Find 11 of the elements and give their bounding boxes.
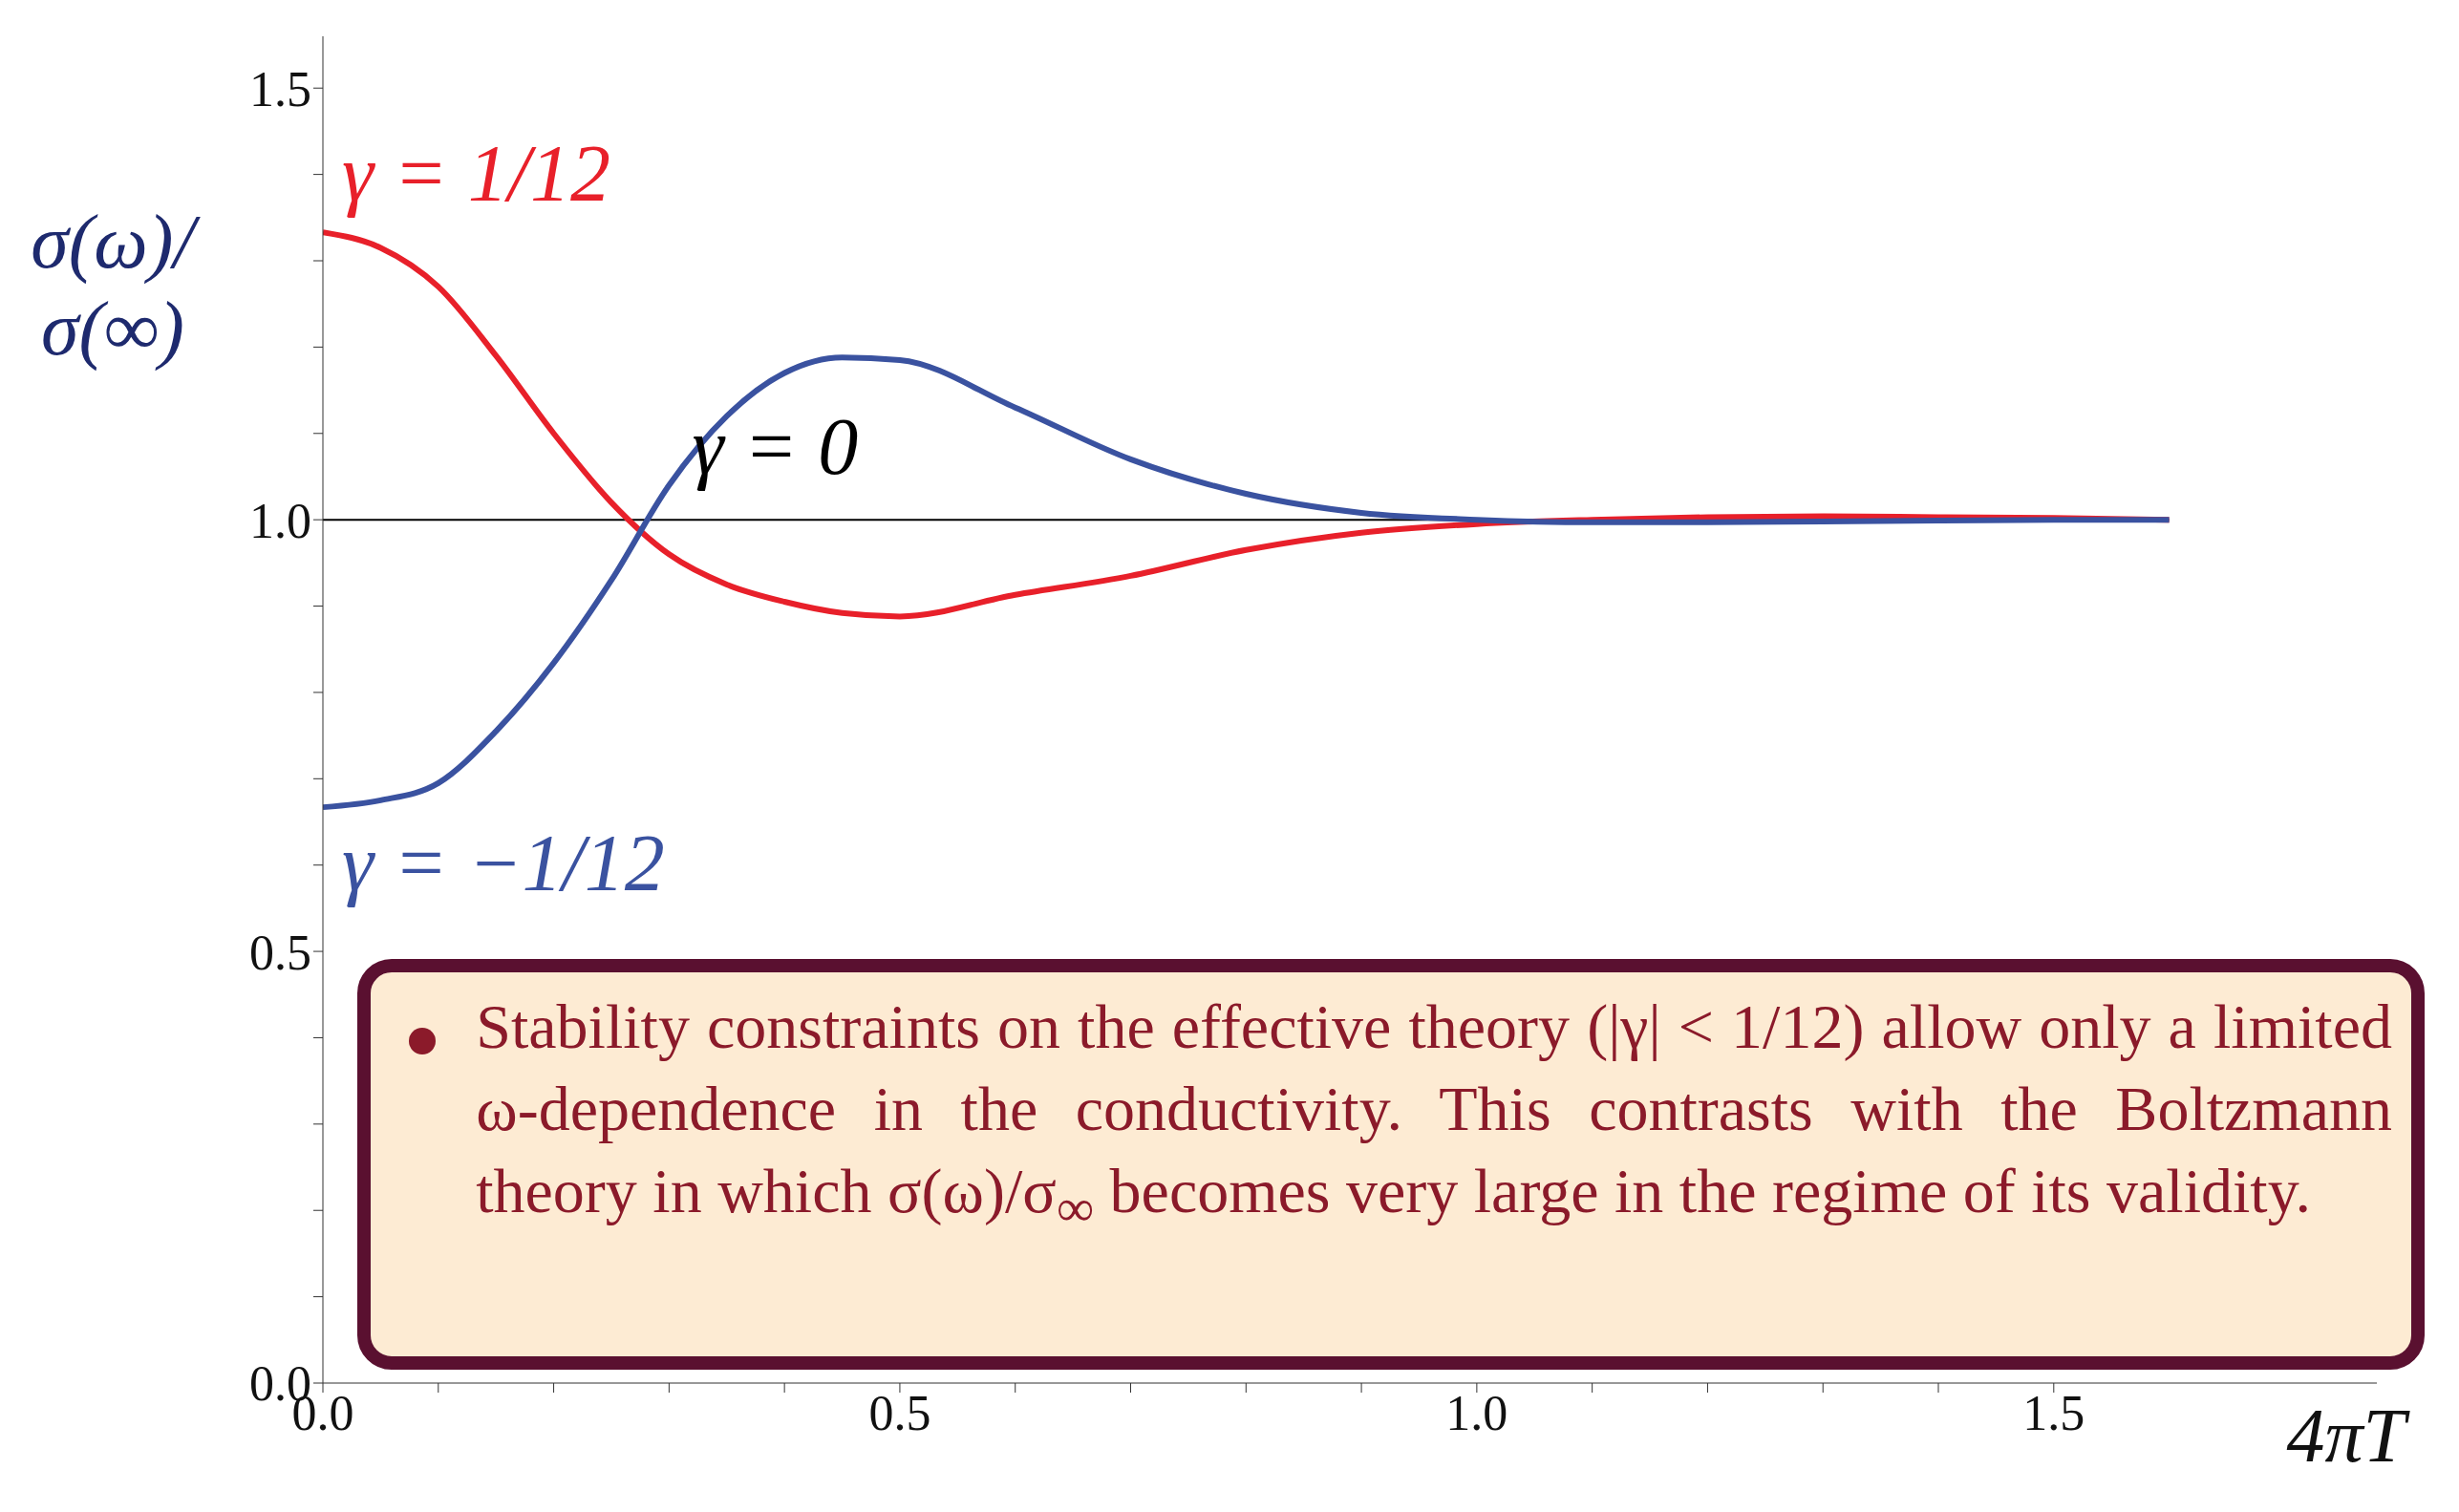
y-axis-title: σ(ω)/σ(∞)	[30, 199, 202, 373]
x-tick-label: 1.5	[2022, 1385, 2085, 1440]
series-label: γ = 0	[692, 401, 859, 494]
y-tick-label: 0.5	[249, 925, 311, 980]
x-tick-label: 1.0	[1445, 1385, 1508, 1440]
y-tick-label: 1.5	[249, 61, 311, 117]
x-tick-label: 0.5	[868, 1385, 931, 1440]
y-tick-label: 1.0	[249, 493, 311, 548]
series-label: γ = 1/12	[342, 128, 611, 221]
annotation: Stability constraints on the effective theory (|γ| < 1/12) allow only a limited ω-dependence in the conductivity. This contrasts with the Boltzmann theory in which σ(ω)/σ$_{∞}$ becomes very large in the regime of its validity.	[476, 991, 2392, 1237]
series-label: γ = −1/12	[342, 818, 665, 910]
